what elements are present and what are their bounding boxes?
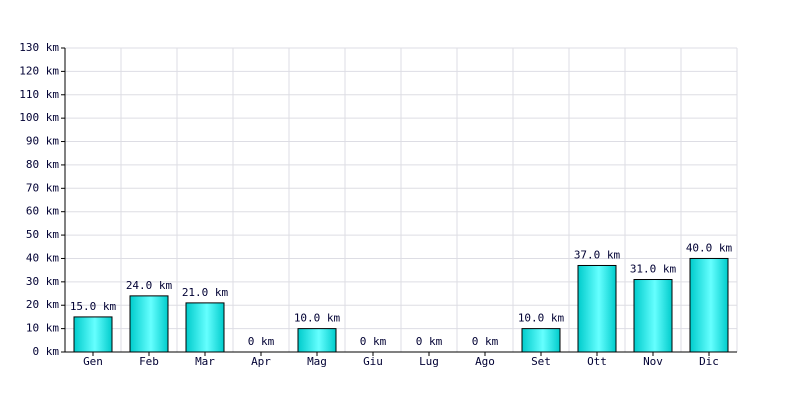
x-tick-label: Gen (83, 355, 103, 368)
data-label: 0 km (360, 335, 387, 348)
x-tick-label: Mag (307, 355, 327, 368)
x-tick-label: Ott (587, 355, 607, 368)
y-tick-label: 50 km (26, 228, 59, 241)
x-tick-label: Lug (419, 355, 439, 368)
x-tick-label: Dic (699, 355, 719, 368)
x-tick-label: Apr (251, 355, 271, 368)
data-label: 31.0 km (630, 263, 677, 276)
data-label: 10.0 km (518, 312, 565, 325)
data-label: 37.0 km (574, 248, 621, 261)
y-tick-label: 110 km (19, 88, 59, 101)
y-tick-label: 70 km (26, 181, 59, 194)
bar (185, 302, 225, 353)
bar (521, 328, 561, 353)
x-tick-label: Set (531, 355, 551, 368)
bar (297, 328, 337, 353)
x-tick-label: Feb (139, 355, 159, 368)
y-tick-label: 90 km (26, 135, 59, 148)
data-label: 15.0 km (70, 300, 117, 313)
data-label: 10.0 km (294, 312, 341, 325)
x-tick-label: Ago (475, 355, 495, 368)
bar (73, 316, 113, 353)
bar (633, 279, 673, 353)
data-label: 0 km (472, 335, 499, 348)
data-label: 40.0 km (686, 241, 733, 254)
y-tick-label: 20 km (26, 298, 59, 311)
bar (689, 257, 729, 353)
y-tick-label: 60 km (26, 205, 59, 218)
y-tick-label: 40 km (26, 251, 59, 264)
data-label: 21.0 km (182, 286, 229, 299)
y-tick-label: 100 km (19, 111, 59, 124)
bar (129, 295, 169, 353)
x-tick-label: Giu (363, 355, 383, 368)
y-tick-label: 80 km (26, 158, 59, 171)
x-tick-label: Mar (195, 355, 215, 368)
bar (577, 264, 617, 353)
y-tick-label: 130 km (19, 41, 59, 54)
y-tick-label: 0 km (33, 345, 60, 358)
data-label: 0 km (416, 335, 443, 348)
y-tick-label: 30 km (26, 275, 59, 288)
y-tick-label: 10 km (26, 322, 59, 335)
x-tick-label: Nov (643, 355, 663, 368)
data-label: 24.0 km (126, 279, 173, 292)
data-label: 0 km (248, 335, 275, 348)
y-tick-label: 120 km (19, 64, 59, 77)
